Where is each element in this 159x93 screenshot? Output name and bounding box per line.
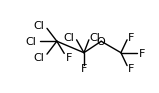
Text: Cl: Cl: [64, 33, 75, 43]
Text: F: F: [81, 64, 87, 74]
Text: F: F: [128, 64, 134, 74]
Text: Cl: Cl: [34, 53, 45, 63]
Text: Cl: Cl: [25, 37, 36, 47]
Text: F: F: [128, 33, 134, 43]
Text: F: F: [139, 49, 145, 59]
Text: Cl: Cl: [89, 33, 100, 43]
Text: Cl: Cl: [34, 21, 45, 32]
Text: F: F: [66, 53, 72, 63]
Text: O: O: [97, 37, 106, 47]
